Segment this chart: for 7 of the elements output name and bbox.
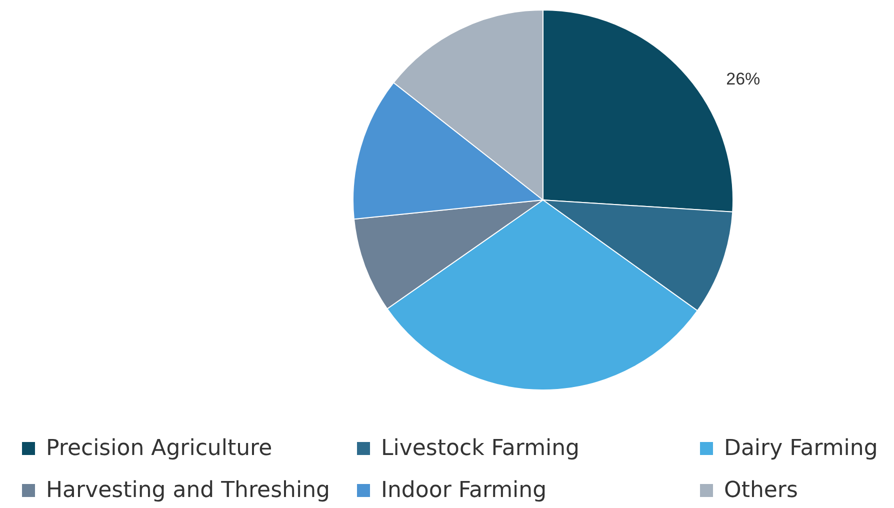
legend-label: Dairy Farming <box>724 436 878 461</box>
legend-label: Livestock Farming <box>381 436 580 461</box>
data-label: 26% <box>726 69 760 88</box>
legend-label: Others <box>724 478 798 503</box>
legend-label: Precision Agriculture <box>46 436 272 461</box>
legend-label: Harvesting and Threshing <box>46 478 330 503</box>
legend-label: Indoor Farming <box>381 478 547 503</box>
